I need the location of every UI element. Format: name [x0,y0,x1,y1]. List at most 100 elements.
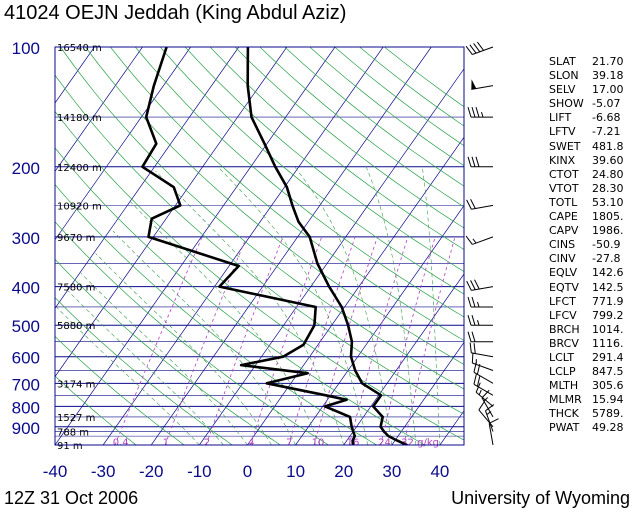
wind-barb [481,389,494,418]
dry-adiabat-line [55,221,329,445]
dry-adiabat-line [135,47,464,318]
index-name: TOTL [549,195,578,209]
index-name: EQTV [549,280,579,294]
height-label: 5880 m [57,321,95,332]
mixing-ratio-unit-label: g/kg [417,437,439,448]
index-row-brch: BRCH 1014. [549,323,631,337]
mixing-ratio-line [250,236,323,445]
index-name: SLAT [549,55,576,68]
index-name: THCK [549,407,579,421]
mixing-ratio-label: 4 [248,437,254,448]
index-row-lftv: LFTV -7.21 [549,125,631,139]
temperature-tick-label: -40 [43,462,68,481]
index-value: -7.21 [592,125,621,139]
wind-barb [485,404,495,432]
index-row-swet: SWET 481.8 [549,140,631,154]
index-name: MLMR [549,393,582,407]
index-value: 847.5 [592,365,624,379]
index-row-ctot: CTOT 24.80 [549,168,631,182]
data-source: University of Wyoming [451,488,630,508]
wind-barb [471,352,494,371]
moist-adiabat-line [112,230,296,445]
wind-barb [465,235,494,245]
index-name: KINX [549,153,576,167]
mixing-ratio-label: 2 [204,437,210,448]
moist-adiabat-line [217,166,369,445]
dry-adiabat-line [55,375,137,445]
dry-adiabat-line [259,47,464,208]
index-value: -5.07 [592,97,621,111]
index-row-brcv: BRCV 1116. [549,337,631,351]
index-value: 481.8 [592,139,624,153]
index-value: 39.60 [592,153,624,167]
height-label: 9670 m [57,233,95,244]
isotherm-line [343,273,464,445]
index-name: PWAT [549,421,580,435]
index-name: CINV [549,252,576,266]
index-name: LIFT [549,111,572,125]
temperature-tick-label: -10 [187,462,212,481]
index-row-show: SHOW -5.07 [549,97,631,111]
index-row-cinv: CINV -27.8 [549,252,631,266]
isotherm-line [247,136,464,445]
wind-barb [478,400,494,428]
dry-adiabat-line [55,297,233,445]
isotherm-line [55,47,336,445]
temperature-tick-label: 30 [382,462,401,481]
index-name: LFCV [549,308,577,322]
index-value: 1986. [592,224,624,238]
height-label: 16540 m [57,43,102,54]
height-label: 788 m [57,428,89,439]
wind-barb [467,331,493,343]
index-row-lift: LIFT -6.68 [549,111,631,125]
index-row-cins: CINS -50.9 [549,238,631,252]
index-row-slat: SLAT 21.70 [549,55,631,69]
mixing-ratio-line [164,236,247,445]
wind-barb [466,198,494,210]
index-value: 15.94 [592,393,624,407]
mixing-ratio-line [313,236,378,445]
index-name: LFTV [549,125,576,139]
isotherm-line [55,47,191,241]
temperature-tick-label: 0 [243,462,252,481]
height-label: 3174 m [57,379,95,390]
dry-adiabat-line [55,184,377,445]
index-value: 24.80 [592,167,624,181]
height-label: 10920 m [57,201,102,212]
pressure-tick-label: 100 [12,39,40,58]
dry-adiabat-line [55,258,281,445]
index-value: 39.18 [592,69,624,83]
index-name: CTOT [549,167,579,181]
moist-adiabat-line [365,166,417,445]
index-row-kinx: KINX 39.60 [549,154,631,168]
index-value: -50.9 [592,238,621,252]
moist-adiabat-line [130,201,320,445]
index-name: BRCV [549,336,579,350]
temperature-profile-line [246,47,409,445]
index-row-lfct: LFCT 771.9 [549,295,631,309]
index-name: EQLV [549,266,578,280]
pressure-tick-label: 800 [12,398,40,417]
index-value: 49.28 [592,421,624,435]
pressure-tick-label: 700 [12,375,40,394]
height-label: 7580 m [57,283,95,294]
index-value: 1116. [592,336,624,350]
index-row-mlth: MLTH 305.6 [549,379,631,393]
dry-adiabat-line [209,47,464,250]
mixing-ratio-line [348,236,409,445]
pressure-tick-label: 600 [12,349,40,368]
wind-barb [473,374,494,396]
index-value: -27.8 [592,252,621,266]
index-row-cape: CAPE 1805. [549,210,631,224]
index-row-slon: SLON 39.18 [549,69,631,83]
moist-adiabat-line [67,290,224,445]
index-name: CAPV [549,224,579,238]
moist-adiabat-line [95,253,272,445]
pressure-tick-label: 200 [12,159,40,178]
index-value: 5789. [592,407,624,421]
index-value: 28.30 [592,181,624,195]
isotherm-line [295,205,464,445]
index-value: 142.6 [592,266,624,280]
stability-indices-panel: SLAT 21.70 SLON 39.18 SELV 17.00 SHOW -5.07 LIFT… [549,55,631,436]
plot-frame [54,46,465,446]
